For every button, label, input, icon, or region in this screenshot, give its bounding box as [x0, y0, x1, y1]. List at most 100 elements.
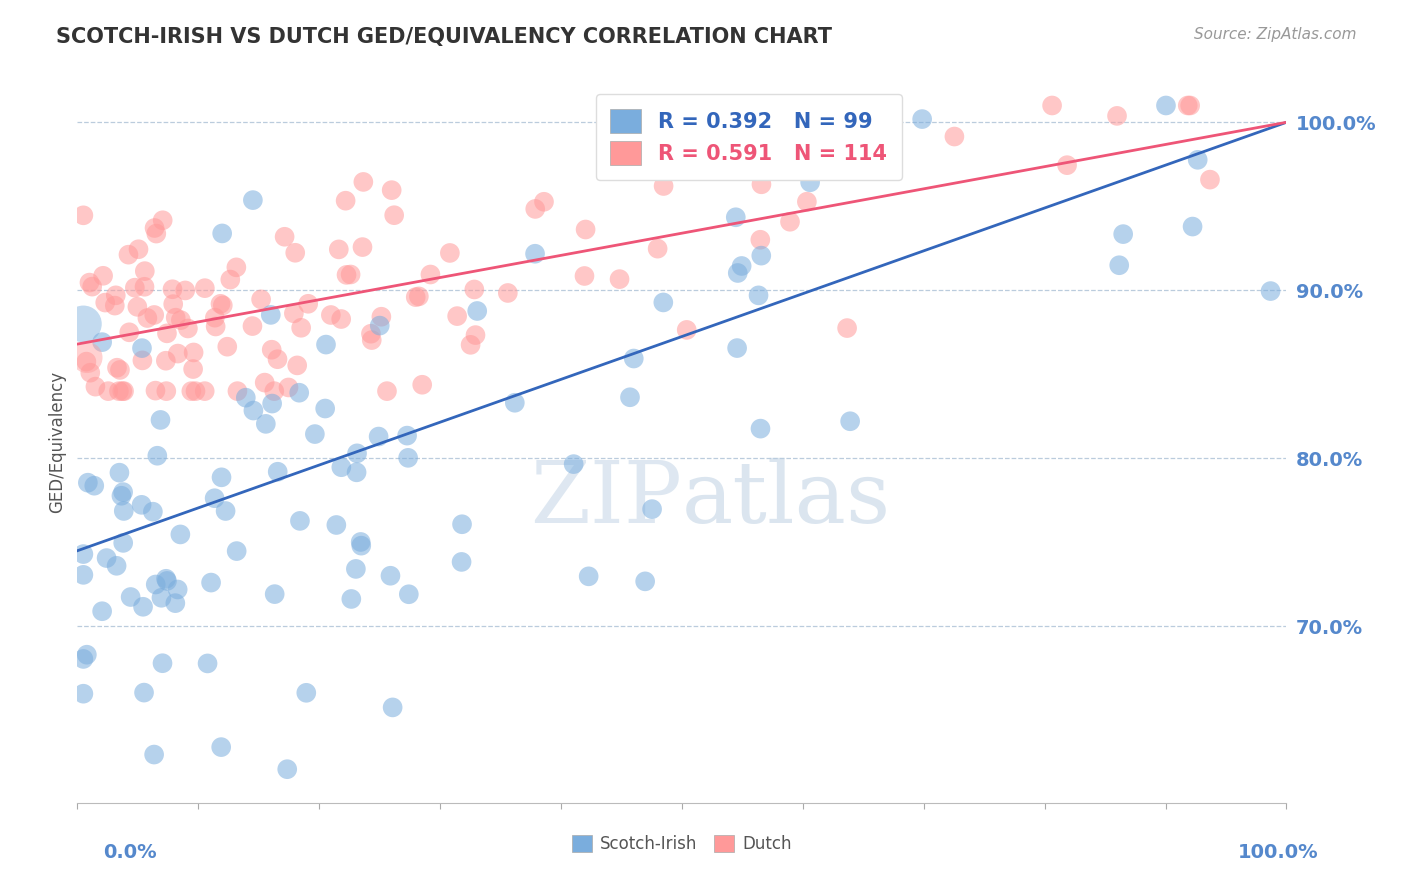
Point	[524, 246, 547, 260]
Point	[295, 686, 318, 700]
Point	[778, 151, 800, 165]
Point	[254, 417, 277, 431]
Point	[72, 567, 94, 582]
Point	[143, 221, 166, 235]
Point	[181, 362, 204, 376]
Point	[134, 264, 156, 278]
Point	[124, 280, 146, 294]
Point	[242, 193, 264, 207]
Point	[799, 175, 821, 189]
Point	[446, 309, 468, 323]
Point	[79, 366, 101, 380]
Point	[155, 384, 177, 398]
Point	[120, 590, 142, 604]
Point	[143, 308, 166, 322]
Point	[112, 384, 135, 398]
Point	[105, 558, 128, 573]
Point	[1112, 227, 1135, 241]
Point	[641, 502, 664, 516]
Point	[675, 323, 697, 337]
Point	[117, 247, 139, 261]
Point	[105, 360, 128, 375]
Point	[748, 288, 770, 302]
Point	[79, 276, 101, 290]
Point	[749, 249, 772, 263]
Point	[1199, 172, 1222, 186]
Point	[619, 390, 641, 404]
Point	[242, 403, 264, 417]
Point	[166, 582, 188, 597]
Point	[647, 242, 669, 256]
Point	[285, 359, 308, 373]
Point	[1177, 98, 1199, 112]
Point	[382, 208, 405, 222]
Point	[304, 427, 326, 442]
Point	[350, 535, 373, 549]
Point	[796, 194, 818, 209]
Point	[288, 514, 311, 528]
Point	[396, 450, 419, 465]
Point	[260, 308, 283, 322]
Point	[634, 574, 657, 589]
Point	[76, 351, 98, 365]
Point	[145, 227, 167, 241]
Point	[155, 353, 177, 368]
Point	[749, 422, 772, 436]
Point	[314, 401, 336, 416]
Point	[652, 295, 675, 310]
Point	[835, 321, 858, 335]
Point	[155, 572, 177, 586]
Point	[283, 306, 305, 320]
Point	[142, 505, 165, 519]
Point	[209, 297, 232, 311]
Point	[108, 363, 131, 377]
Point	[94, 295, 117, 310]
Point	[352, 240, 374, 254]
Point	[84, 379, 107, 393]
Point	[91, 335, 114, 350]
Point	[253, 376, 276, 390]
Point	[83, 479, 105, 493]
Point	[266, 352, 288, 367]
Point	[267, 465, 290, 479]
Point	[76, 475, 98, 490]
Point	[72, 687, 94, 701]
Point	[277, 380, 299, 394]
Point	[150, 591, 173, 605]
Point	[170, 313, 193, 327]
Point	[789, 146, 811, 161]
Point	[209, 740, 232, 755]
Point	[211, 227, 233, 241]
Point	[131, 341, 153, 355]
Point	[496, 285, 519, 300]
Point	[204, 310, 226, 325]
Y-axis label: GED/Equivalency: GED/Equivalency	[48, 370, 66, 513]
Point	[405, 290, 427, 304]
Point	[464, 328, 486, 343]
Point	[297, 297, 319, 311]
Point	[82, 279, 104, 293]
Point	[72, 547, 94, 561]
Point	[730, 259, 752, 273]
Point	[419, 268, 441, 282]
Point	[200, 575, 222, 590]
Point	[108, 466, 131, 480]
Point	[319, 308, 342, 322]
Point	[463, 282, 485, 296]
Point	[156, 326, 179, 341]
Point	[136, 311, 159, 326]
Point	[346, 446, 368, 460]
Point	[111, 384, 134, 398]
Point	[1108, 258, 1130, 272]
Point	[325, 518, 347, 533]
Point	[352, 175, 374, 189]
Point	[72, 317, 94, 331]
Point	[194, 384, 217, 398]
Point	[1105, 109, 1128, 123]
Point	[1178, 98, 1201, 112]
Point	[451, 517, 474, 532]
Point	[91, 604, 114, 618]
Point	[128, 242, 150, 256]
Point	[330, 312, 353, 326]
Point	[330, 460, 353, 475]
